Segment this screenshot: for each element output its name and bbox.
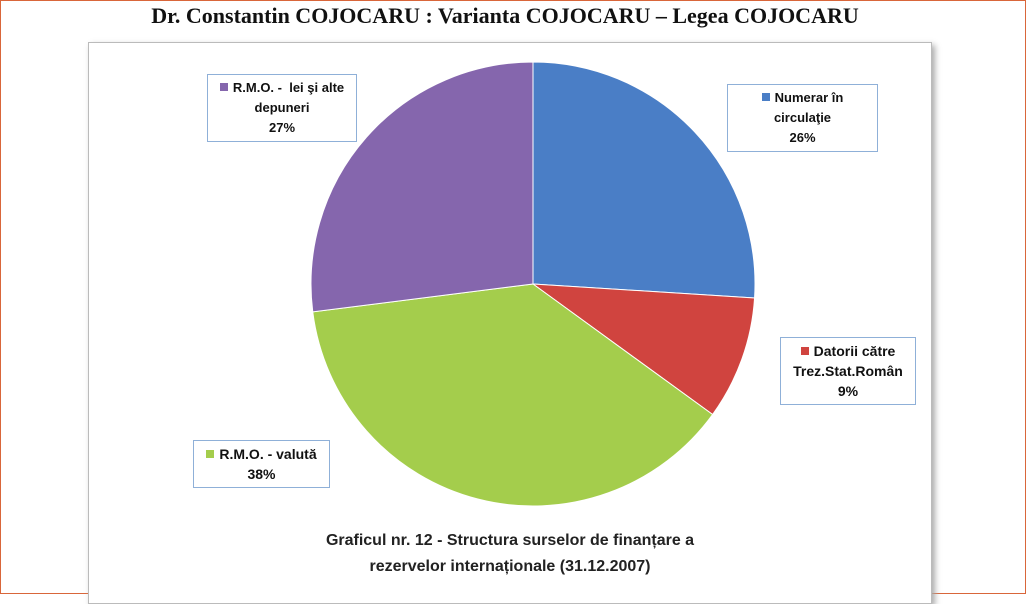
legend-swatch bbox=[761, 93, 770, 101]
category-label: R.M.O. - valută bbox=[219, 446, 317, 462]
legend-swatch bbox=[219, 83, 228, 91]
category-label: Datorii către Trez.Stat.Român bbox=[793, 343, 903, 379]
value-label: 9% bbox=[837, 383, 859, 399]
pie-slice bbox=[310, 61, 534, 313]
legend-swatch bbox=[800, 347, 809, 355]
category-label: Numerar în circulaţie bbox=[773, 90, 847, 125]
pie-slice bbox=[531, 283, 756, 416]
chart-title: Dr. Constantin COJOCARU : Varianta COJOC… bbox=[151, 3, 859, 28]
chart-caption: Graficul nr. 12 - Structura surselor de … bbox=[325, 532, 695, 575]
value-label: 27% bbox=[268, 120, 296, 135]
legend-swatch bbox=[206, 450, 215, 458]
category-label: R.M.O. - lei şi alte depuneri bbox=[232, 80, 348, 115]
data-label: Datorii către Trez.Stat.Român 9% bbox=[780, 337, 916, 405]
pie-slice bbox=[532, 61, 756, 299]
value-label: 26% bbox=[789, 130, 816, 145]
data-label: R.M.O. - valută 38% bbox=[193, 440, 330, 488]
data-label: R.M.O. - lei şi alte depuneri 27% bbox=[207, 74, 357, 142]
data-label: Numerar în circulaţie 26% bbox=[727, 84, 878, 152]
value-label: 38% bbox=[247, 466, 276, 482]
pie-slice bbox=[312, 283, 714, 507]
